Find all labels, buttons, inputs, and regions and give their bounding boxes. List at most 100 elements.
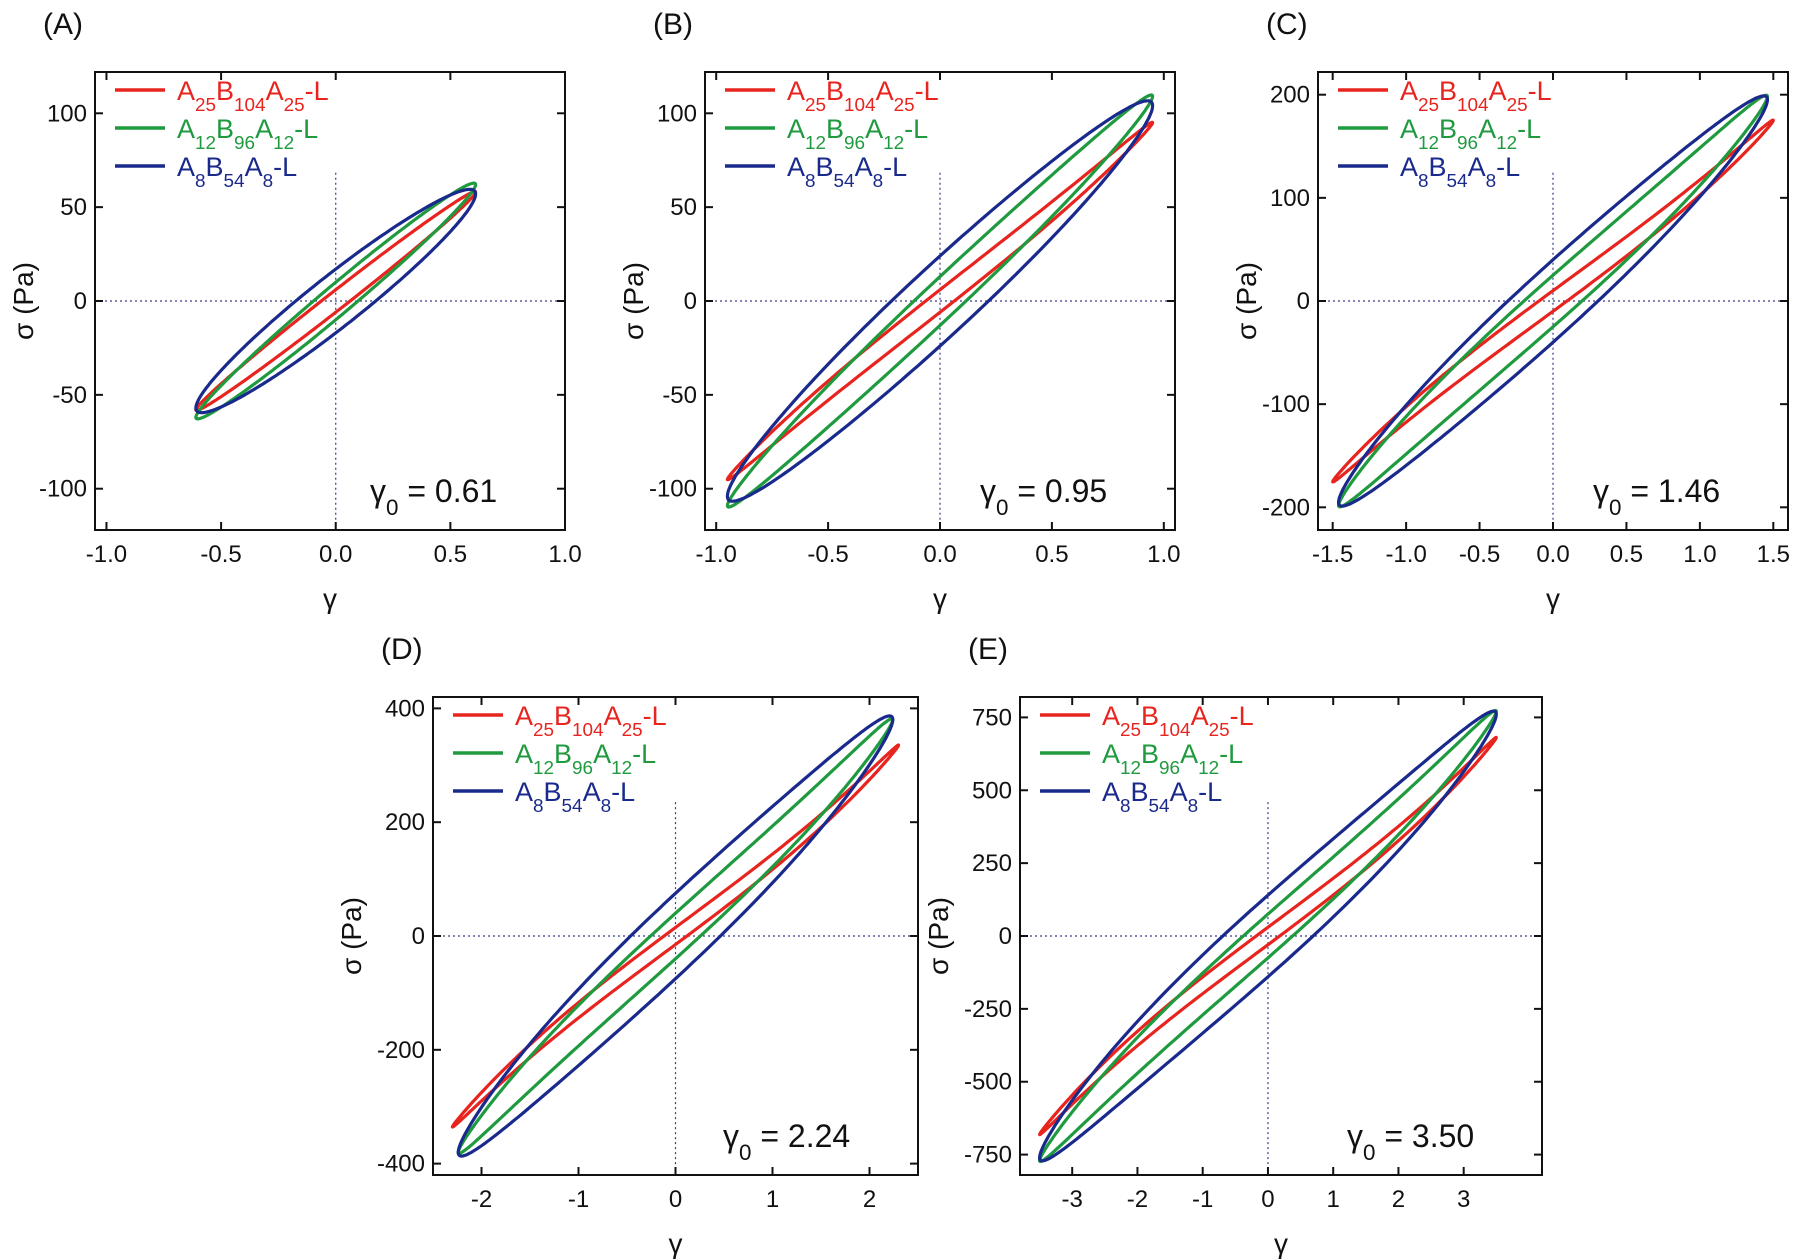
x-tick-label: -2 [1127,1186,1148,1213]
legend-label-1: A25B104A25-L [1400,76,1552,116]
y-tick-label: 100 [1270,185,1310,212]
y-tick-label: -200 [1262,494,1310,521]
x-tick-label: 0.0 [923,541,956,568]
y-tick-label: -50 [52,382,87,409]
x-tick-label: 0.0 [1536,541,1569,568]
gamma0-annotation: γ0 = 2.24 [723,1118,850,1165]
x-axis-label: γ [933,583,947,614]
x-axis-label: γ [1546,583,1560,614]
series-loop-2 [725,93,1155,509]
x-tick-label: -0.5 [1459,541,1500,568]
x-tick-label: 1 [1327,1186,1340,1213]
legend-label-3: A8B54A8-L [177,152,297,192]
x-tick-label: 0.0 [319,541,352,568]
x-tick-label: 1.0 [1147,541,1180,568]
x-tick-label: 0.5 [1610,541,1643,568]
y-tick-label: -200 [377,1037,425,1064]
y-tick-label: -400 [377,1151,425,1178]
x-tick-label: -0.5 [807,541,848,568]
x-tick-label: 2 [863,1186,876,1213]
series-loop-3 [456,714,895,1158]
panel-label: (A) [43,8,83,41]
y-tick-label: -50 [662,382,697,409]
legend-label-1: A25B104A25-L [515,701,667,741]
y-tick-label: 0 [74,288,87,315]
y-tick-label: 0 [999,923,1012,950]
gamma0-annotation: γ0 = 3.50 [1347,1118,1474,1165]
x-tick-label: 1.0 [1683,541,1716,568]
series-loop-3 [1037,709,1498,1163]
legend-label-2: A12B96A12-L [1102,739,1243,779]
y-axis-label: σ (Pa) [923,897,954,975]
x-tick-label: -3 [1062,1186,1083,1213]
legend-label-3: A8B54A8-L [1400,152,1520,192]
y-tick-label: 0 [412,923,425,950]
x-tick-label: -1.5 [1312,541,1353,568]
y-tick-label: -100 [649,476,697,503]
y-tick-label: -100 [39,476,87,503]
y-tick-label: 100 [657,100,697,127]
x-tick-label: 0 [1261,1186,1274,1213]
x-axis-label: γ [669,1228,683,1259]
y-tick-label: -750 [964,1142,1012,1169]
x-axis-label: γ [1274,1228,1288,1259]
y-tick-label: 0 [1297,288,1310,315]
y-tick-label: 200 [385,809,425,836]
legend-label-2: A12B96A12-L [787,114,928,154]
chart-panel-e: (E) -3 -2 -1 0 1 2 3 -750 -500 -250 0 250 500 750 γ σ (P… [923,633,1543,1259]
legend-label-2: A12B96A12-L [1400,114,1541,154]
chart-panel-d: (D) -2 -1 0 1 2 -400 -200 0 200 400 γ σ (Pa) A25B104A… [336,633,919,1259]
series-loop-1 [450,743,901,1129]
x-tick-label: -0.5 [200,541,241,568]
y-axis-label: σ (Pa) [336,897,367,975]
y-tick-label: 100 [47,100,87,127]
y-axis-label: σ (Pa) [1231,262,1262,340]
series-loop-3 [725,99,1155,503]
y-tick-label: 500 [972,777,1012,804]
y-tick-label: 0 [684,288,697,315]
x-tick-label: 2 [1392,1186,1405,1213]
panel-label: (C) [1266,8,1308,41]
x-tick-label: 1.5 [1757,541,1790,568]
chart-panel-a: (A) -1.0 -0.5 0.0 0.5 1.0 -100 -50 0 50 100 γ σ (Pa)… [8,8,582,614]
x-tick-label: 3 [1457,1186,1470,1213]
series-loop-3 [194,187,478,415]
y-tick-label: 50 [670,194,697,221]
y-tick-label: -100 [1262,391,1310,418]
legend-label-1: A25B104A25-L [177,76,329,116]
y-tick-label: -250 [964,996,1012,1023]
y-axis-label: σ (Pa) [8,262,39,340]
legend-label-2: A12B96A12-L [515,739,656,779]
series-loop-1 [1037,735,1498,1137]
y-axis-label: σ (Pa) [618,262,649,340]
panel-label: (D) [381,633,423,666]
legend-label-3: A8B54A8-L [787,152,907,192]
series-loop-2 [456,716,895,1156]
x-tick-label: -1.0 [696,541,737,568]
y-tick-label: -500 [964,1069,1012,1096]
chart-panel-c: (C) -1.5 -1.0 -0.5 0.0 0.5 1.0 1.5 -200 -100 0 100 2… [1231,8,1790,614]
y-tick-label: 400 [385,695,425,722]
gamma0-annotation: γ0 = 0.61 [370,473,497,520]
legend-label-1: A25B104A25-L [787,76,939,116]
panel-label: (B) [653,8,693,41]
y-tick-label: 250 [972,850,1012,877]
x-tick-label: -1 [1192,1186,1213,1213]
legend-label-2: A12B96A12-L [177,114,318,154]
x-tick-label: 1 [766,1186,779,1213]
series-loop-1 [194,190,478,412]
x-tick-label: -1.0 [86,541,127,568]
x-tick-label: 0.5 [1035,541,1068,568]
gamma0-annotation: γ0 = 0.95 [980,473,1107,520]
x-tick-label: -1.0 [1385,541,1426,568]
legend-label-3: A8B54A8-L [515,777,635,817]
x-tick-label: 0.5 [434,541,467,568]
series-loop-3 [1336,94,1770,508]
y-tick-label: 50 [60,194,87,221]
x-tick-label: 0 [669,1186,682,1213]
legend-label-3: A8B54A8-L [1102,777,1222,817]
chart-panel-b: (B) -1.0 -0.5 0.0 0.5 1.0 -100 -50 0 50 100 γ σ (Pa)… [618,8,1180,614]
gamma0-annotation: γ0 = 1.46 [1593,473,1720,520]
legend-label-1: A25B104A25-L [1102,701,1254,741]
